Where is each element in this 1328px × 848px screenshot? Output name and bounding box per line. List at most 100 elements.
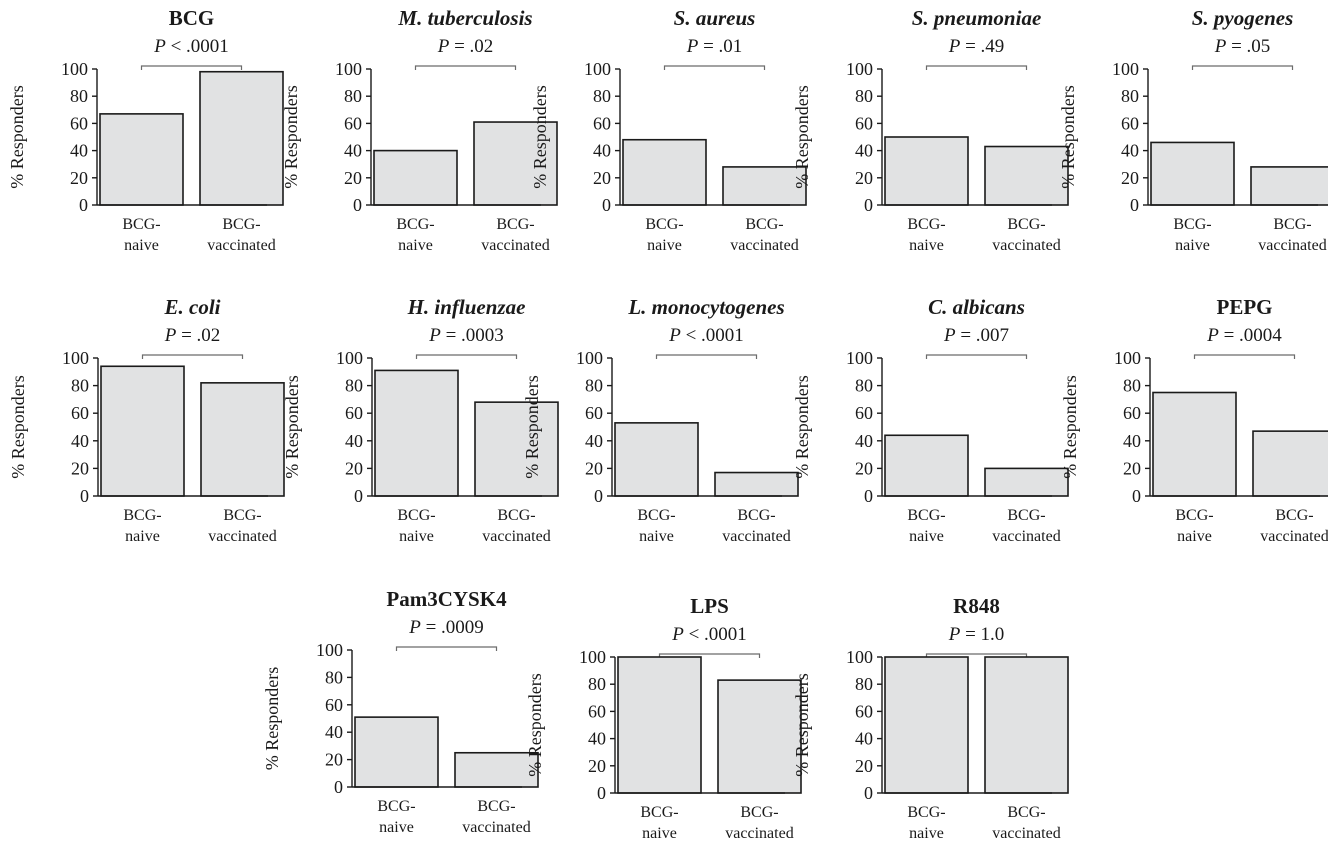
p-value-label: P = .05 bbox=[1214, 36, 1271, 57]
panel-8: L. monocytogenes P < .0001 0 20 40 60 80 100 % R… bbox=[522, 295, 799, 545]
p-value-label: P < .0001 bbox=[671, 624, 747, 645]
x-category-label: BCG-vaccinated bbox=[482, 507, 550, 545]
significance-bracket bbox=[925, 354, 1028, 359]
y-tick-label: 40 bbox=[345, 431, 363, 451]
y-tick-label: 100 bbox=[576, 348, 603, 368]
bar-bcg-vaccinated bbox=[474, 401, 559, 497]
y-tick-label: 20 bbox=[855, 756, 873, 776]
y-tick-label: 20 bbox=[588, 756, 606, 776]
y-tick-label: 100 bbox=[335, 59, 362, 79]
significance-bracket bbox=[414, 65, 517, 70]
x-category-label: BCG-naive bbox=[122, 216, 160, 254]
panel-title: R848 bbox=[953, 594, 1000, 618]
bar-bcg-naive bbox=[374, 369, 459, 497]
x-category-label: BCG-naive bbox=[637, 507, 675, 545]
p-value-label: P = .0009 bbox=[408, 617, 484, 638]
y-tick-label: 20 bbox=[1123, 458, 1141, 478]
panel-7: H. influenzae P = .0003 0 20 40 60 80 100 % Resp… bbox=[282, 295, 559, 545]
y-tick-label: 0 bbox=[1132, 486, 1141, 506]
y-tick-label: 40 bbox=[593, 141, 611, 161]
y-tick-label: 100 bbox=[846, 348, 873, 368]
y-tick-label: 0 bbox=[354, 486, 363, 506]
p-value-label: P = .02 bbox=[437, 36, 494, 57]
y-tick-label: 100 bbox=[579, 647, 606, 667]
y-tick-label: 0 bbox=[602, 195, 611, 215]
y-axis-label: % Responders bbox=[282, 375, 302, 478]
significance-bracket bbox=[1193, 354, 1296, 359]
p-value-label: P < .0001 bbox=[153, 36, 229, 57]
x-category-label: BCG-vaccinated bbox=[992, 804, 1060, 842]
y-tick-label: 60 bbox=[325, 695, 343, 715]
y-axis-label: % Responders bbox=[262, 667, 282, 770]
y-tick-label: 80 bbox=[71, 376, 89, 396]
y-tick-label: 60 bbox=[1121, 113, 1139, 133]
y-tick-label: 100 bbox=[61, 59, 88, 79]
bar-bcg-vaccinated bbox=[199, 70, 284, 206]
x-category-label: BCG-vaccinated bbox=[481, 216, 549, 254]
y-tick-label: 60 bbox=[585, 403, 603, 423]
y-axis-label: % Responders bbox=[7, 85, 27, 188]
y-tick-label: 80 bbox=[585, 376, 603, 396]
panel-11: Pam3CYSK4 P = .0009 0 20 40 60 80 100 % Responde… bbox=[262, 587, 539, 836]
p-value-label: P = .02 bbox=[164, 325, 221, 346]
y-tick-label: 20 bbox=[585, 458, 603, 478]
x-category-label: BCG-vaccinated bbox=[992, 507, 1060, 545]
significance-bracket bbox=[925, 653, 1028, 658]
y-tick-label: 100 bbox=[1112, 59, 1139, 79]
panel-1: BCG P < .0001 0 20 40 60 80 100 % Responders BCG-… bbox=[7, 6, 284, 254]
y-tick-label: 20 bbox=[344, 168, 362, 188]
y-tick-label: 20 bbox=[1121, 168, 1139, 188]
y-axis-label: % Responders bbox=[530, 85, 550, 188]
y-tick-label: 20 bbox=[70, 168, 88, 188]
y-tick-label: 40 bbox=[588, 729, 606, 749]
x-category-label: BCG-vaccinated bbox=[730, 216, 798, 254]
y-tick-label: 80 bbox=[855, 86, 873, 106]
bar-bcg-naive bbox=[617, 656, 702, 794]
y-tick-label: 0 bbox=[594, 486, 603, 506]
y-tick-label: 60 bbox=[344, 113, 362, 133]
x-category-label: BCG-vaccinated bbox=[1260, 507, 1328, 545]
panel-title: S. aureus bbox=[674, 6, 756, 30]
x-category-label: BCG-naive bbox=[645, 216, 683, 254]
y-axis-label: % Responders bbox=[1060, 375, 1080, 478]
bar-bcg-naive bbox=[884, 136, 969, 206]
y-tick-label: 80 bbox=[1123, 376, 1141, 396]
y-axis-label: % Responders bbox=[792, 673, 812, 776]
x-category-label: BCG-naive bbox=[1173, 216, 1211, 254]
y-tick-label: 80 bbox=[344, 86, 362, 106]
panel-title: C. albicans bbox=[928, 295, 1025, 319]
panel-title: PEPG bbox=[1217, 295, 1273, 319]
x-category-label: BCG-naive bbox=[396, 216, 434, 254]
bar-bcg-vaccinated bbox=[717, 679, 802, 794]
y-tick-label: 20 bbox=[325, 750, 343, 770]
y-tick-label: 80 bbox=[855, 674, 873, 694]
significance-bracket bbox=[663, 65, 766, 70]
bar-bcg-naive bbox=[354, 716, 439, 788]
y-tick-label: 20 bbox=[855, 458, 873, 478]
panel-title: LPS bbox=[690, 594, 729, 618]
y-tick-label: 0 bbox=[334, 777, 343, 797]
significance-bracket bbox=[140, 65, 243, 70]
y-tick-label: 80 bbox=[70, 86, 88, 106]
bar-bcg-vaccinated bbox=[454, 751, 539, 788]
y-tick-label: 100 bbox=[584, 59, 611, 79]
x-category-label: BCG-vaccinated bbox=[1258, 216, 1326, 254]
panel-2: M. tuberculosis P = .02 0 20 40 60 80 100 % Resp… bbox=[281, 6, 558, 254]
y-tick-label: 40 bbox=[855, 729, 873, 749]
x-category-label: BCG-naive bbox=[1175, 507, 1213, 545]
bar-bcg-naive bbox=[100, 365, 185, 497]
x-category-label: BCG-vaccinated bbox=[725, 804, 793, 842]
y-tick-label: 60 bbox=[345, 403, 363, 423]
panel-title: Pam3CYSK4 bbox=[386, 587, 507, 611]
x-category-label: BCG-naive bbox=[123, 507, 161, 545]
panel-4: S. pneumoniae P = .49 0 20 40 60 80 100 % Respon… bbox=[792, 6, 1069, 254]
p-value-label: P = .0004 bbox=[1206, 325, 1282, 346]
y-tick-label: 0 bbox=[80, 486, 89, 506]
significance-bracket bbox=[1191, 65, 1294, 70]
y-tick-label: 0 bbox=[597, 783, 606, 803]
bar-bcg-naive bbox=[614, 422, 699, 497]
bar-bcg-vaccinated bbox=[984, 145, 1069, 206]
y-tick-label: 40 bbox=[70, 141, 88, 161]
panel-6: E. coli P = .02 0 20 40 60 80 100 % Responders BC… bbox=[8, 295, 285, 545]
